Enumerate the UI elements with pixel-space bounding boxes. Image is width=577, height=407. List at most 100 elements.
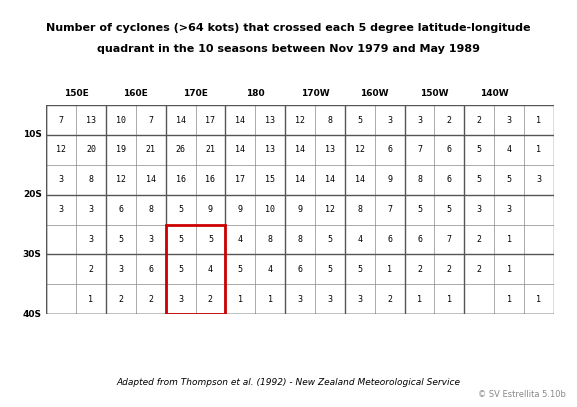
Text: 2: 2 [477,235,482,244]
Text: 2: 2 [447,116,452,125]
Text: 3: 3 [298,295,302,304]
Text: 150E: 150E [63,89,88,98]
Text: 6: 6 [387,145,392,154]
Text: 14: 14 [175,116,186,125]
Text: 3: 3 [387,116,392,125]
Text: 5: 5 [327,265,332,274]
Text: 14: 14 [235,116,245,125]
Text: 15: 15 [265,175,275,184]
Text: 3: 3 [477,205,482,214]
Text: 8: 8 [357,205,362,214]
Text: 4: 4 [208,265,213,274]
Text: 10: 10 [116,116,126,125]
Text: 10: 10 [265,205,275,214]
Text: 3: 3 [148,235,153,244]
Text: 17: 17 [205,116,215,125]
Text: 160E: 160E [123,89,148,98]
Text: 170E: 170E [183,89,208,98]
Text: 9: 9 [298,205,302,214]
Text: 6: 6 [417,235,422,244]
Text: 7: 7 [59,116,63,125]
Text: 8: 8 [148,205,153,214]
Text: 2: 2 [447,265,452,274]
Text: 6: 6 [118,205,123,214]
Text: 6: 6 [298,265,302,274]
Text: 9: 9 [387,175,392,184]
Text: 5: 5 [357,116,362,125]
Text: 5: 5 [477,145,482,154]
Text: 1: 1 [507,265,512,274]
Text: 5: 5 [178,235,183,244]
Text: 17: 17 [235,175,245,184]
Text: © SV Estrellita 5.10b: © SV Estrellita 5.10b [478,390,565,399]
Text: 1: 1 [507,295,512,304]
Text: 7: 7 [387,205,392,214]
Text: 8: 8 [417,175,422,184]
Text: Number of cyclones (>64 kots) that crossed each 5 degree latitude-longitude: Number of cyclones (>64 kots) that cross… [46,24,531,33]
Text: 2: 2 [387,295,392,304]
Text: 1: 1 [387,265,392,274]
Bar [166,225,226,314]
Text: 12: 12 [295,116,305,125]
Text: 8: 8 [268,235,273,244]
Text: 1: 1 [88,295,93,304]
Text: 16: 16 [205,175,215,184]
Text: 16: 16 [175,175,186,184]
Text: 3: 3 [88,235,93,244]
Text: 21: 21 [205,145,215,154]
Text: 9: 9 [238,205,243,214]
Text: 1: 1 [537,145,541,154]
Text: 3: 3 [417,116,422,125]
Text: 7: 7 [148,116,153,125]
Text: 14: 14 [295,175,305,184]
Text: 2: 2 [118,295,123,304]
Text: 6: 6 [447,175,452,184]
Text: 12: 12 [325,205,335,214]
Text: 2: 2 [88,265,93,274]
Text: 1: 1 [507,235,512,244]
Text: 13: 13 [265,116,275,125]
Text: 26: 26 [175,145,186,154]
Text: 21: 21 [146,145,156,154]
Text: 14: 14 [235,145,245,154]
Text: 4: 4 [268,265,273,274]
Text: 20S: 20S [23,190,42,199]
Text: 5: 5 [178,205,183,214]
Text: 5: 5 [208,235,213,244]
Text: 8: 8 [327,116,332,125]
Text: 4: 4 [238,235,243,244]
Text: 3: 3 [507,116,512,125]
Text: 3: 3 [118,265,123,274]
Text: Adapted from Thompson et al. (1992) - New Zealand Meteorological Service: Adapted from Thompson et al. (1992) - Ne… [117,378,460,387]
Text: 10S: 10S [23,130,42,140]
Text: 12: 12 [56,145,66,154]
Text: 7: 7 [447,235,452,244]
Text: 13: 13 [86,116,96,125]
Text: 1: 1 [537,295,541,304]
Text: 2: 2 [477,265,482,274]
Text: 13: 13 [325,145,335,154]
Text: 5: 5 [238,265,243,274]
Text: 7: 7 [417,145,422,154]
Text: 40S: 40S [23,310,42,319]
Text: 5: 5 [507,175,512,184]
Text: 4: 4 [357,235,362,244]
Text: 5: 5 [357,265,362,274]
Text: 180: 180 [246,89,264,98]
Text: 2: 2 [208,295,213,304]
Text: 13: 13 [265,145,275,154]
Text: 4: 4 [507,145,512,154]
Text: 3: 3 [59,205,63,214]
Text: 2: 2 [417,265,422,274]
Text: 2: 2 [148,295,153,304]
Text: 3: 3 [88,205,93,214]
Text: 6: 6 [387,235,392,244]
Text: 5: 5 [178,265,183,274]
Text: 3: 3 [507,205,512,214]
Text: 12: 12 [116,175,126,184]
Text: 6: 6 [148,265,153,274]
Text: 12: 12 [355,145,365,154]
Text: 5: 5 [327,235,332,244]
Text: 2: 2 [477,116,482,125]
Text: 14: 14 [146,175,156,184]
